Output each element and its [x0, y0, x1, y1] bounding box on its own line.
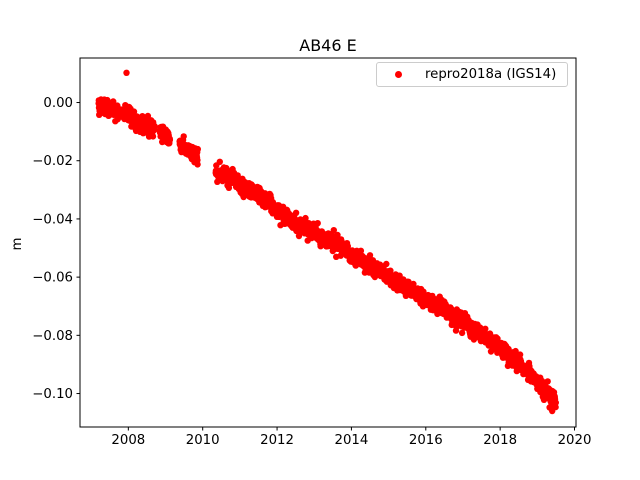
axis-ticks: 2008 2010 2012 2014 2016 2018 2020 0.00 −0.02 −0.…: [32, 96, 591, 448]
chart-title: AB46 E: [299, 36, 356, 55]
scatter-series: [95, 69, 559, 415]
x-tick-label: 2016: [409, 433, 443, 448]
y-tick-label: −0.08: [32, 329, 73, 344]
axes: [79, 57, 577, 428]
legend-dot-icon: [395, 71, 402, 78]
x-tick-label: 2008: [111, 433, 145, 448]
y-axis-label: m: [10, 238, 25, 251]
legend-label: repro2018a (IGS14): [425, 67, 557, 82]
x-tick-label: 2012: [260, 433, 294, 448]
y-tick-label: 0.00: [43, 96, 73, 111]
y-tick-label: −0.06: [32, 271, 73, 286]
x-tick-label: 2010: [186, 433, 220, 448]
y-tick-label: −0.02: [32, 154, 73, 169]
y-tick-label: −0.10: [32, 387, 73, 402]
legend: repro2018a (IGS14): [376, 62, 568, 87]
x-tick-label: 2020: [558, 433, 592, 448]
x-tick-label: 2014: [335, 433, 369, 448]
x-tick-label: 2018: [483, 433, 517, 448]
y-tick-label: −0.04: [32, 212, 73, 227]
